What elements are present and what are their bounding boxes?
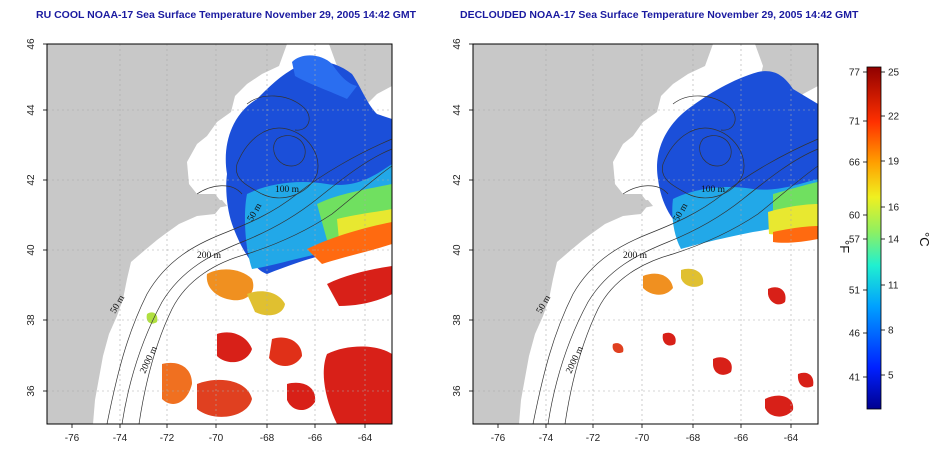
left-label-200m: 200 m (197, 251, 222, 261)
colorbar-fahrenheit-label: °F (837, 240, 852, 253)
colorbar-gradient (866, 66, 882, 410)
left-x-tick-label: -72 (160, 433, 175, 444)
right-warm-eddy-1 (643, 273, 673, 295)
left-warm-eddy-2 (327, 266, 392, 306)
colorbar-celsius-label: °C (917, 232, 932, 247)
right-warm-eddy-2 (681, 268, 704, 287)
right-label-100m: 100 m (701, 185, 726, 195)
left-map-frame (46, 43, 393, 425)
left-panel-title: RU COOL NOAA-17 Sea Surface Temperature … (36, 9, 417, 21)
colorbar-f-tick-label: 77 (849, 68, 861, 79)
colorbar-f-tick-label: 57 (849, 235, 861, 246)
right-x-tick-label: -74 (539, 433, 554, 444)
right-y-tick-label: 46 (452, 38, 463, 50)
colorbar-fahrenheit-ticks: 77 71 66 60 57 51 46 41 (849, 68, 867, 384)
colorbar-c-tick-label: 5 (888, 371, 894, 382)
left-warm-eddy-3 (247, 291, 285, 316)
right-y-tick-label: 40 (452, 244, 463, 256)
left-warm-patch-7 (146, 312, 158, 324)
left-warm-patch-6 (287, 382, 316, 411)
colorbar-f-tick-label: 60 (849, 211, 861, 222)
right-warm-patch-3 (713, 357, 732, 375)
colorbar-celsius-ticks: 25 22 19 16 14 11 8 5 (881, 68, 900, 382)
left-x-tick-label: -66 (308, 433, 323, 444)
right-axes: -76 -74 -72 -70 -68 -66 -64 36 38 40 42 44 46 (452, 38, 799, 444)
colorbar-c-tick-label: 16 (888, 203, 900, 214)
left-map-panel: 100 m 50 m 200 m 50 m 2000 m (46, 43, 393, 425)
left-x-tick-label: -76 (65, 433, 80, 444)
colorbar-f-tick-label: 71 (849, 117, 861, 128)
colorbar-f-tick-label: 51 (849, 286, 861, 297)
left-x-tick-label: -64 (358, 433, 373, 444)
right-warm-patch-5 (797, 372, 814, 388)
left-warm-patch-5 (197, 379, 252, 417)
colorbar: 77 71 66 60 57 51 46 41 25 22 19 16 14 11 8 5 °F °C (837, 66, 932, 410)
right-label-200m: 200 m (623, 251, 648, 261)
colorbar-f-tick-label: 66 (849, 158, 861, 169)
colorbar-f-tick-label: 46 (849, 329, 861, 340)
colorbar-c-tick-label: 14 (888, 235, 900, 246)
colorbar-c-tick-label: 11 (888, 281, 899, 292)
left-y-tick-label: 42 (26, 174, 37, 186)
left-y-tick-label: 40 (26, 244, 37, 256)
left-axes: -76 -74 -72 -70 -68 -66 -64 36 38 40 42 44 46 (26, 38, 373, 444)
left-warm-patch-1 (217, 332, 252, 363)
colorbar-c-tick-label: 8 (888, 326, 894, 337)
left-gulf-stream-edge (307, 222, 392, 264)
right-map-frame (472, 43, 819, 425)
left-y-tick-label: 38 (26, 314, 37, 326)
left-warm-patch-4 (162, 362, 192, 404)
right-y-tick-label: 38 (452, 314, 463, 326)
left-x-tick-label: -74 (113, 433, 128, 444)
right-map-panel: 100 m 50 m 200 m 50 m 2000 m (472, 43, 819, 425)
right-x-tick-label: -68 (686, 433, 701, 444)
left-label-100m: 100 m (275, 185, 300, 195)
left-warm-eddy-1 (206, 269, 254, 301)
left-x-tick-label: -68 (260, 433, 275, 444)
left-y-tick-label: 36 (26, 385, 37, 397)
left-x-tick-label: -70 (209, 433, 224, 444)
colorbar-c-tick-label: 22 (888, 112, 900, 123)
right-gulf-stream-edge (773, 226, 818, 243)
colorbar-f-tick-label: 41 (849, 373, 861, 384)
colorbar-c-tick-label: 19 (888, 157, 900, 168)
right-x-tick-label: -72 (586, 433, 601, 444)
right-warm-patch-6 (612, 343, 624, 354)
left-y-tick-label: 44 (26, 104, 37, 116)
right-x-tick-label: -70 (635, 433, 650, 444)
right-x-tick-label: -64 (784, 433, 799, 444)
colorbar-c-tick-label: 25 (888, 68, 900, 79)
right-y-tick-label: 44 (452, 104, 463, 116)
right-y-tick-label: 36 (452, 385, 463, 397)
left-cold-water-north (292, 55, 357, 99)
right-warm-patch-2 (662, 332, 676, 346)
right-panel-title: DECLOUDED NOAA-17 Sea Surface Temperatur… (460, 9, 859, 21)
left-y-tick-label: 46 (26, 38, 37, 50)
right-warm-patch-4 (765, 395, 794, 417)
right-x-tick-label: -76 (491, 433, 506, 444)
right-x-tick-label: -66 (734, 433, 749, 444)
right-y-tick-label: 42 (452, 174, 463, 186)
left-warm-patch-2 (269, 337, 302, 367)
left-warm-patch-3 (323, 346, 392, 424)
right-warm-patch-1 (768, 287, 786, 305)
